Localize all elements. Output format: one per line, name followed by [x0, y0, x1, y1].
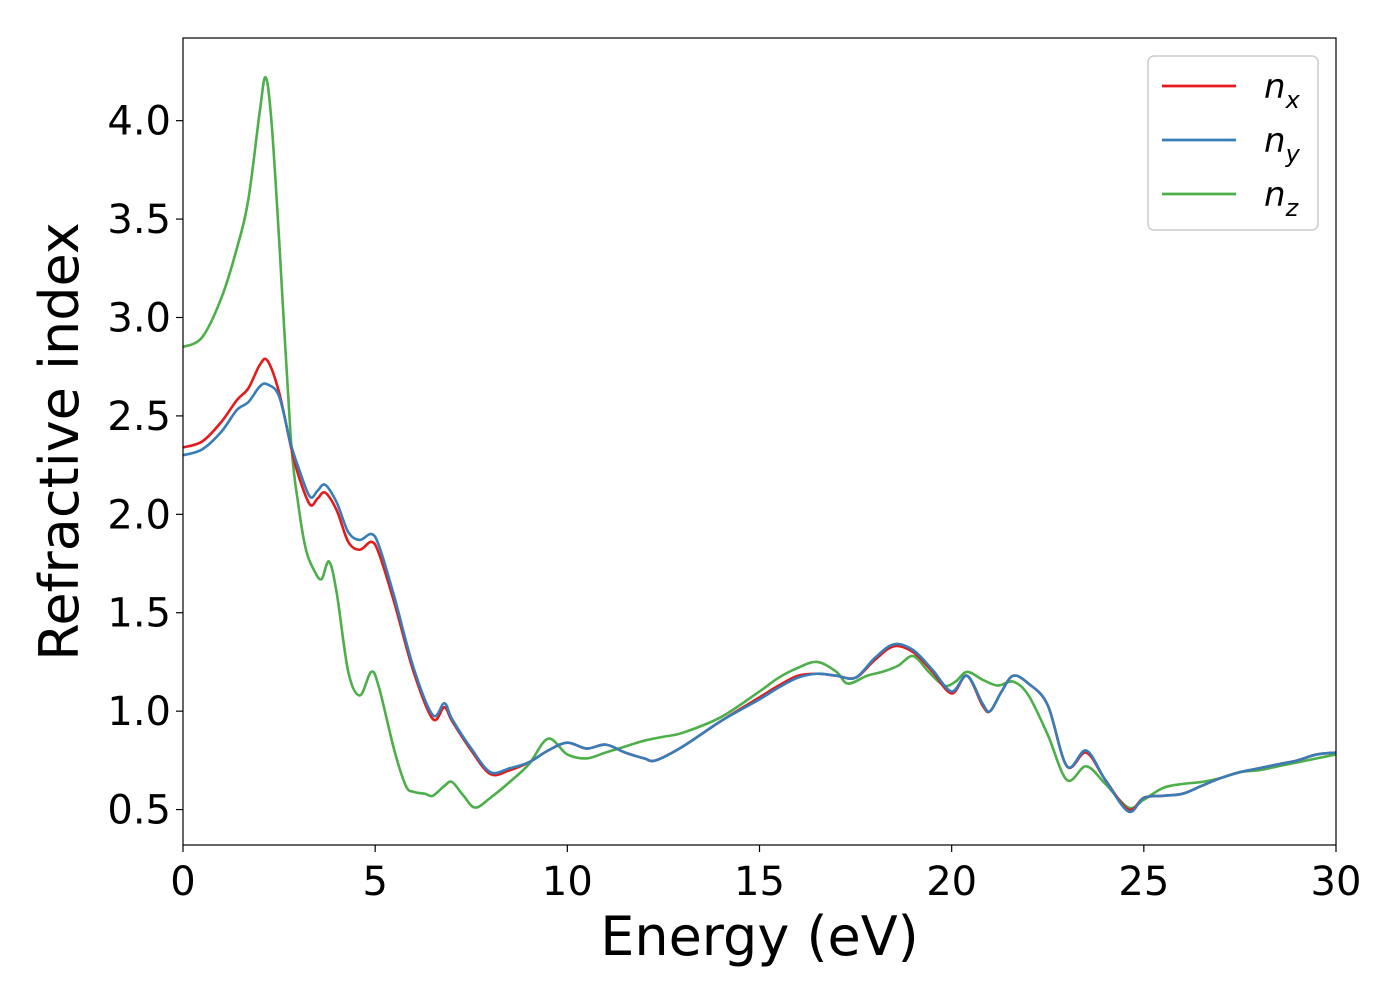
x-tick-label: 0	[170, 859, 195, 905]
y-axis-label: Refractive index	[28, 222, 91, 661]
y-tick-label: 2.5	[107, 394, 171, 440]
y-tick-label: 1.5	[107, 591, 171, 637]
x-tick-label: 5	[362, 859, 387, 905]
series-layer	[183, 76, 1336, 814]
legend-label-base: n	[1264, 175, 1286, 215]
legend-label-subscript: y	[1285, 140, 1301, 168]
legend-label-y: ny	[1264, 121, 1301, 168]
legend-label-x: nx	[1264, 67, 1301, 114]
x-tick-label: 25	[1118, 859, 1169, 905]
x-tick-label: 10	[542, 859, 593, 905]
series-line-y	[183, 382, 1336, 814]
y-axis: 0.5 1.0 1.5 2.0 2.5 3.0 3.5 4.0	[107, 99, 183, 834]
x-axis-label: Energy (eV)	[600, 905, 919, 968]
x-axis: 0 5 10 15 20 25 30	[170, 845, 1361, 905]
x-tick-label: 30	[1311, 859, 1362, 905]
legend-label-subscript: x	[1285, 86, 1301, 114]
legend-label-base: n	[1264, 121, 1286, 161]
x-tick-label: 15	[734, 859, 785, 905]
legend-label-subscript: z	[1285, 194, 1300, 222]
y-tick-label: 3.0	[107, 295, 171, 341]
legend-label-base: n	[1264, 67, 1286, 107]
legend-label-z: nz	[1264, 175, 1300, 222]
y-tick-label: 3.5	[107, 197, 171, 243]
y-tick-label: 1.0	[107, 689, 171, 735]
x-tick-label: 20	[926, 859, 977, 905]
legend-box	[1147, 55, 1319, 231]
y-tick-label: 4.0	[107, 99, 171, 145]
series-line-z	[183, 76, 1336, 810]
y-tick-label: 0.5	[107, 788, 171, 834]
y-tick-label: 2.0	[107, 492, 171, 538]
